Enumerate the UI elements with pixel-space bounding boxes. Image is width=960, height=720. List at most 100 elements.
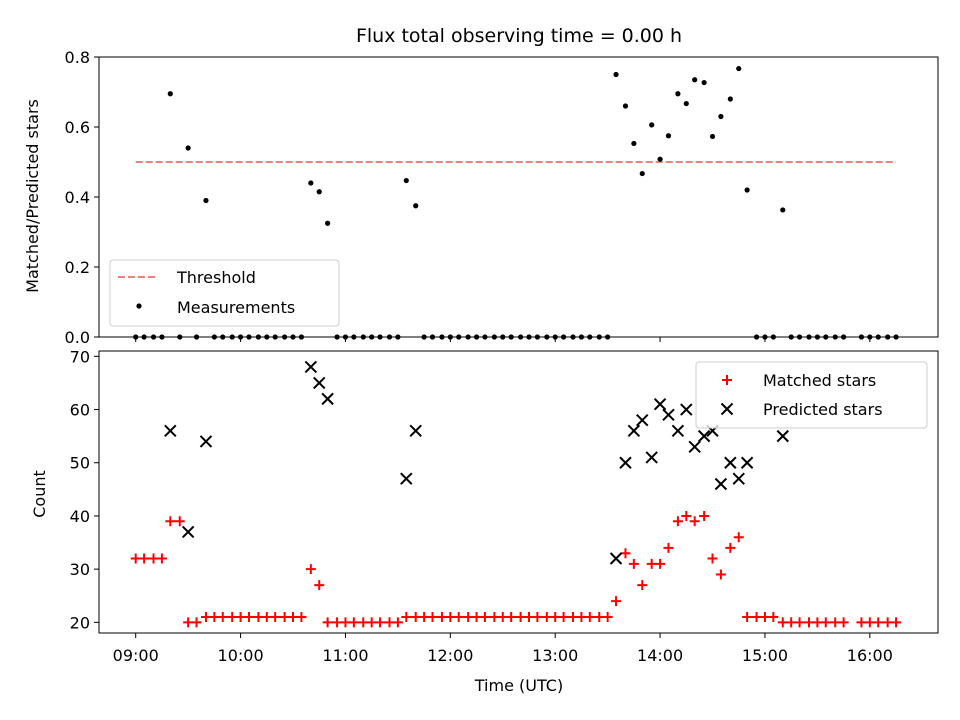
matched-star-point bbox=[742, 612, 753, 623]
measurement-point bbox=[823, 334, 829, 340]
measurement-point bbox=[185, 145, 191, 151]
chart-title: Flux total observing time = 0.00 h bbox=[356, 25, 682, 47]
matched-star-point bbox=[165, 516, 176, 527]
matched-stars-legend-marker bbox=[722, 375, 732, 385]
measurement-point bbox=[403, 177, 409, 184]
measurement-point bbox=[858, 334, 865, 340]
matched-star-point bbox=[628, 558, 639, 569]
measurement-point bbox=[578, 334, 585, 340]
matched-star-point bbox=[804, 617, 815, 628]
measurement-point bbox=[473, 334, 480, 340]
measurement-point bbox=[596, 334, 602, 340]
measurement-point bbox=[867, 334, 873, 340]
predicted-star-point bbox=[697, 429, 711, 443]
measurement-point bbox=[709, 133, 716, 140]
matched-star-point bbox=[515, 612, 526, 623]
matched-star-point bbox=[541, 612, 552, 623]
matched-star-point bbox=[340, 617, 351, 628]
measurement-point bbox=[675, 91, 681, 97]
measurement-point bbox=[211, 334, 217, 340]
matched-star-point bbox=[253, 612, 264, 623]
predicted-star-point bbox=[304, 360, 318, 374]
top-legend-box bbox=[109, 259, 340, 327]
predicted-star-point bbox=[181, 525, 195, 539]
matched-star-point bbox=[489, 612, 500, 623]
predicted-star-point bbox=[409, 424, 422, 438]
measurement-point bbox=[290, 334, 296, 340]
top-y-tick-label: 0.0 bbox=[65, 328, 90, 347]
predicted-star-point bbox=[199, 435, 213, 448]
bottom-y-tick-label: 40 bbox=[70, 507, 90, 526]
measurement-point bbox=[386, 334, 393, 340]
predicted-stars-legend-label: Predicted stars bbox=[763, 400, 883, 419]
measurement-point bbox=[413, 203, 419, 209]
measurement-point bbox=[369, 334, 375, 340]
measurement-point bbox=[133, 334, 139, 340]
measurement-point bbox=[701, 79, 707, 86]
measurement-point bbox=[657, 156, 663, 162]
predicted-stars-legend-swatch bbox=[720, 402, 734, 416]
matched-star-point bbox=[279, 612, 290, 623]
matched-star-point bbox=[384, 617, 395, 628]
measurement-point bbox=[780, 207, 786, 213]
predicted-star-point bbox=[714, 477, 728, 491]
measurement-point bbox=[753, 334, 760, 340]
matched-star-point bbox=[392, 617, 403, 628]
matched-star-point bbox=[646, 558, 657, 569]
measurement-point bbox=[552, 334, 558, 340]
measurement-point bbox=[649, 122, 655, 128]
measurement-point bbox=[360, 334, 366, 340]
matched-star-point bbox=[523, 612, 534, 623]
matched-star-point bbox=[200, 612, 211, 623]
measurement-point bbox=[508, 334, 514, 340]
predicted-star-point bbox=[662, 408, 675, 422]
measurement-point bbox=[683, 100, 689, 107]
measurement-point bbox=[736, 65, 742, 72]
predicted-star-point bbox=[645, 451, 658, 464]
matched-star-point bbox=[715, 569, 726, 580]
matched-star-point bbox=[305, 564, 316, 575]
matched-star-point bbox=[751, 612, 762, 623]
matched-star-point bbox=[479, 612, 490, 623]
predicted-star-point bbox=[732, 472, 745, 485]
measurement-point bbox=[159, 334, 165, 340]
matched-star-point bbox=[139, 553, 150, 564]
matched-stars-legend-swatch bbox=[722, 375, 732, 385]
matched-star-point bbox=[183, 617, 194, 628]
measurement-point bbox=[255, 334, 262, 340]
measurement-point bbox=[762, 334, 768, 340]
measurement-point bbox=[665, 133, 672, 139]
measurement-point bbox=[788, 334, 794, 340]
matched-star-point bbox=[558, 612, 569, 623]
predicted-star-point bbox=[688, 440, 701, 453]
matched-star-point bbox=[436, 612, 447, 623]
matched-star-point bbox=[856, 617, 867, 628]
top-legend: Threshold Measurements bbox=[109, 259, 340, 327]
matched-star-point bbox=[602, 612, 613, 623]
measurement-point bbox=[316, 189, 322, 195]
measurement-point bbox=[560, 334, 567, 340]
measurement-point bbox=[631, 140, 637, 147]
measurement-point bbox=[605, 334, 611, 340]
measurement-point bbox=[298, 334, 305, 340]
measurement-point bbox=[587, 334, 593, 340]
matched-star-point bbox=[620, 548, 631, 559]
top-y-tick-label: 0.2 bbox=[65, 258, 90, 277]
matched-star-point bbox=[506, 612, 517, 623]
matched-star-point bbox=[786, 617, 797, 628]
matched-star-point bbox=[689, 516, 700, 527]
matched-star-point bbox=[288, 612, 299, 623]
matched-star-point bbox=[768, 612, 779, 623]
bottom-y-tick-label: 20 bbox=[70, 613, 90, 632]
measurement-point bbox=[622, 103, 629, 109]
matched-star-point bbox=[445, 612, 456, 623]
x-axis-label: Time (UTC) bbox=[474, 676, 563, 695]
matched-star-point bbox=[375, 617, 386, 628]
measurement-point bbox=[482, 334, 488, 340]
matched-star-point bbox=[332, 617, 343, 628]
bottom-y-tick-label: 60 bbox=[70, 401, 90, 420]
measurement-point bbox=[526, 334, 532, 340]
bottom-plot-frame bbox=[98, 350, 939, 634]
matched-star-point bbox=[419, 612, 430, 623]
